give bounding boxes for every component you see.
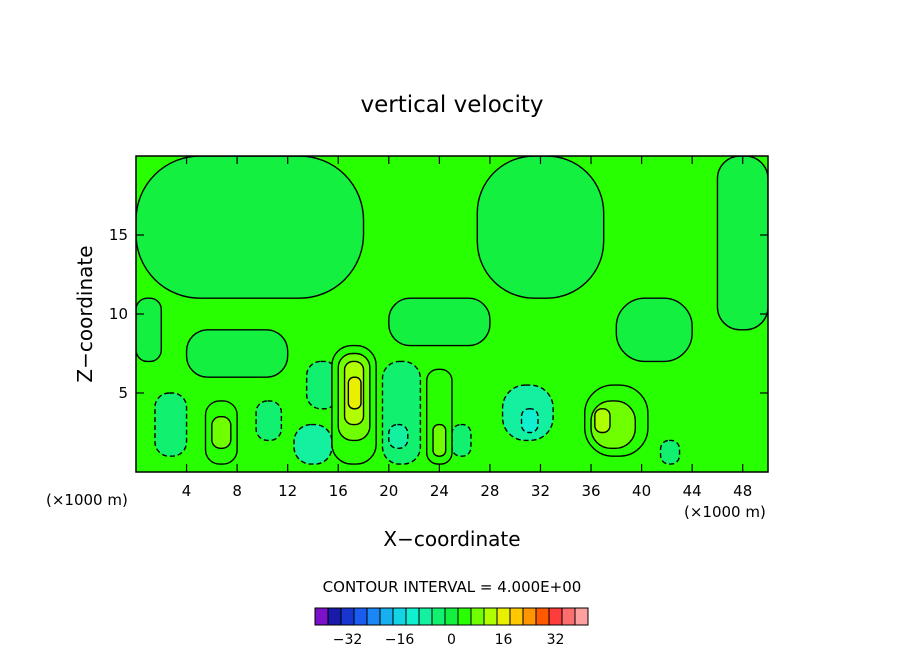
- contour-region: [594, 408, 611, 434]
- colorbar-swatch: [314, 607, 329, 626]
- colorbar-swatch: [418, 607, 433, 626]
- contour-region: [154, 392, 188, 457]
- colorbar-swatch: [340, 607, 355, 626]
- contour-region: [659, 439, 681, 465]
- x-tick-label: 32: [531, 482, 550, 500]
- colorbar: −32 −16 0 16 32: [314, 607, 589, 648]
- colorbar-swatch: [431, 607, 446, 626]
- x-tick-label: 20: [379, 482, 398, 500]
- chart-title: vertical velocity: [361, 92, 544, 118]
- y-axis-label: Z−coordinate: [73, 245, 97, 382]
- contour-region: [136, 156, 365, 299]
- contour-region: [432, 423, 447, 457]
- contour-region: [255, 400, 283, 442]
- x-tick-label: 48: [733, 482, 752, 500]
- contour-region: [347, 376, 362, 410]
- colorbar-tick-label: −16: [385, 632, 415, 648]
- contour-region: [476, 156, 605, 299]
- contour-region: [136, 297, 162, 363]
- colorbar-swatch: [535, 607, 550, 626]
- y-tick-label: 5: [118, 384, 128, 402]
- contour-region: [615, 297, 693, 363]
- x-tick-label: 8: [232, 482, 242, 500]
- x-tick-label: 12: [278, 482, 297, 500]
- x-tick-label: 16: [329, 482, 348, 500]
- x-tick-label: 40: [632, 482, 651, 500]
- colorbar-swatch: [522, 607, 537, 626]
- colorbar-swatch: [483, 607, 498, 626]
- colorbar-swatch: [392, 607, 407, 626]
- colorbar-swatch: [353, 607, 368, 626]
- x-tick-label: 44: [683, 482, 702, 500]
- x-tick-label: 28: [480, 482, 499, 500]
- colorbar-tick-label: −32: [333, 632, 363, 648]
- contour-region: [520, 408, 539, 434]
- colorbar-swatch: [405, 607, 420, 626]
- contour-region: [388, 297, 491, 347]
- colorbar-tick-label: 16: [495, 632, 513, 648]
- x-tick-label: 24: [430, 482, 449, 500]
- colorbar-swatch: [509, 607, 524, 626]
- colorbar-swatch: [327, 607, 342, 626]
- x-axis-units-right: (×1000 m): [684, 503, 766, 521]
- x-axis-label: X−coordinate: [383, 527, 520, 551]
- y-tick-label: 10: [109, 305, 128, 323]
- colorbar-swatch: [457, 607, 472, 626]
- colorbar-swatch: [444, 607, 459, 626]
- colorbar-swatch: [574, 607, 589, 626]
- x-tick-label: 4: [182, 482, 192, 500]
- contour-region: [388, 423, 409, 450]
- x-tick-label: 36: [581, 482, 600, 500]
- colorbar-swatch: [470, 607, 485, 626]
- contour-region: [716, 156, 768, 331]
- y-tick-label: 15: [109, 226, 128, 244]
- colorbar-tick-label: 32: [547, 632, 565, 648]
- contour-region: [211, 416, 232, 450]
- contour-region: [185, 329, 289, 378]
- colorbar-swatch: [379, 607, 394, 626]
- colorbar-swatch: [548, 607, 563, 626]
- colorbar-swatch: [366, 607, 381, 626]
- contour-interval-text: CONTOUR INTERVAL = 4.000E+00: [323, 578, 582, 596]
- colorbar-swatch: [561, 607, 576, 626]
- x-axis-units-left: (×1000 m): [46, 491, 128, 509]
- colorbar-tick-label: 0: [447, 632, 456, 648]
- contour-region: [293, 423, 333, 465]
- colorbar-swatch: [496, 607, 511, 626]
- contour-region: [451, 423, 472, 457]
